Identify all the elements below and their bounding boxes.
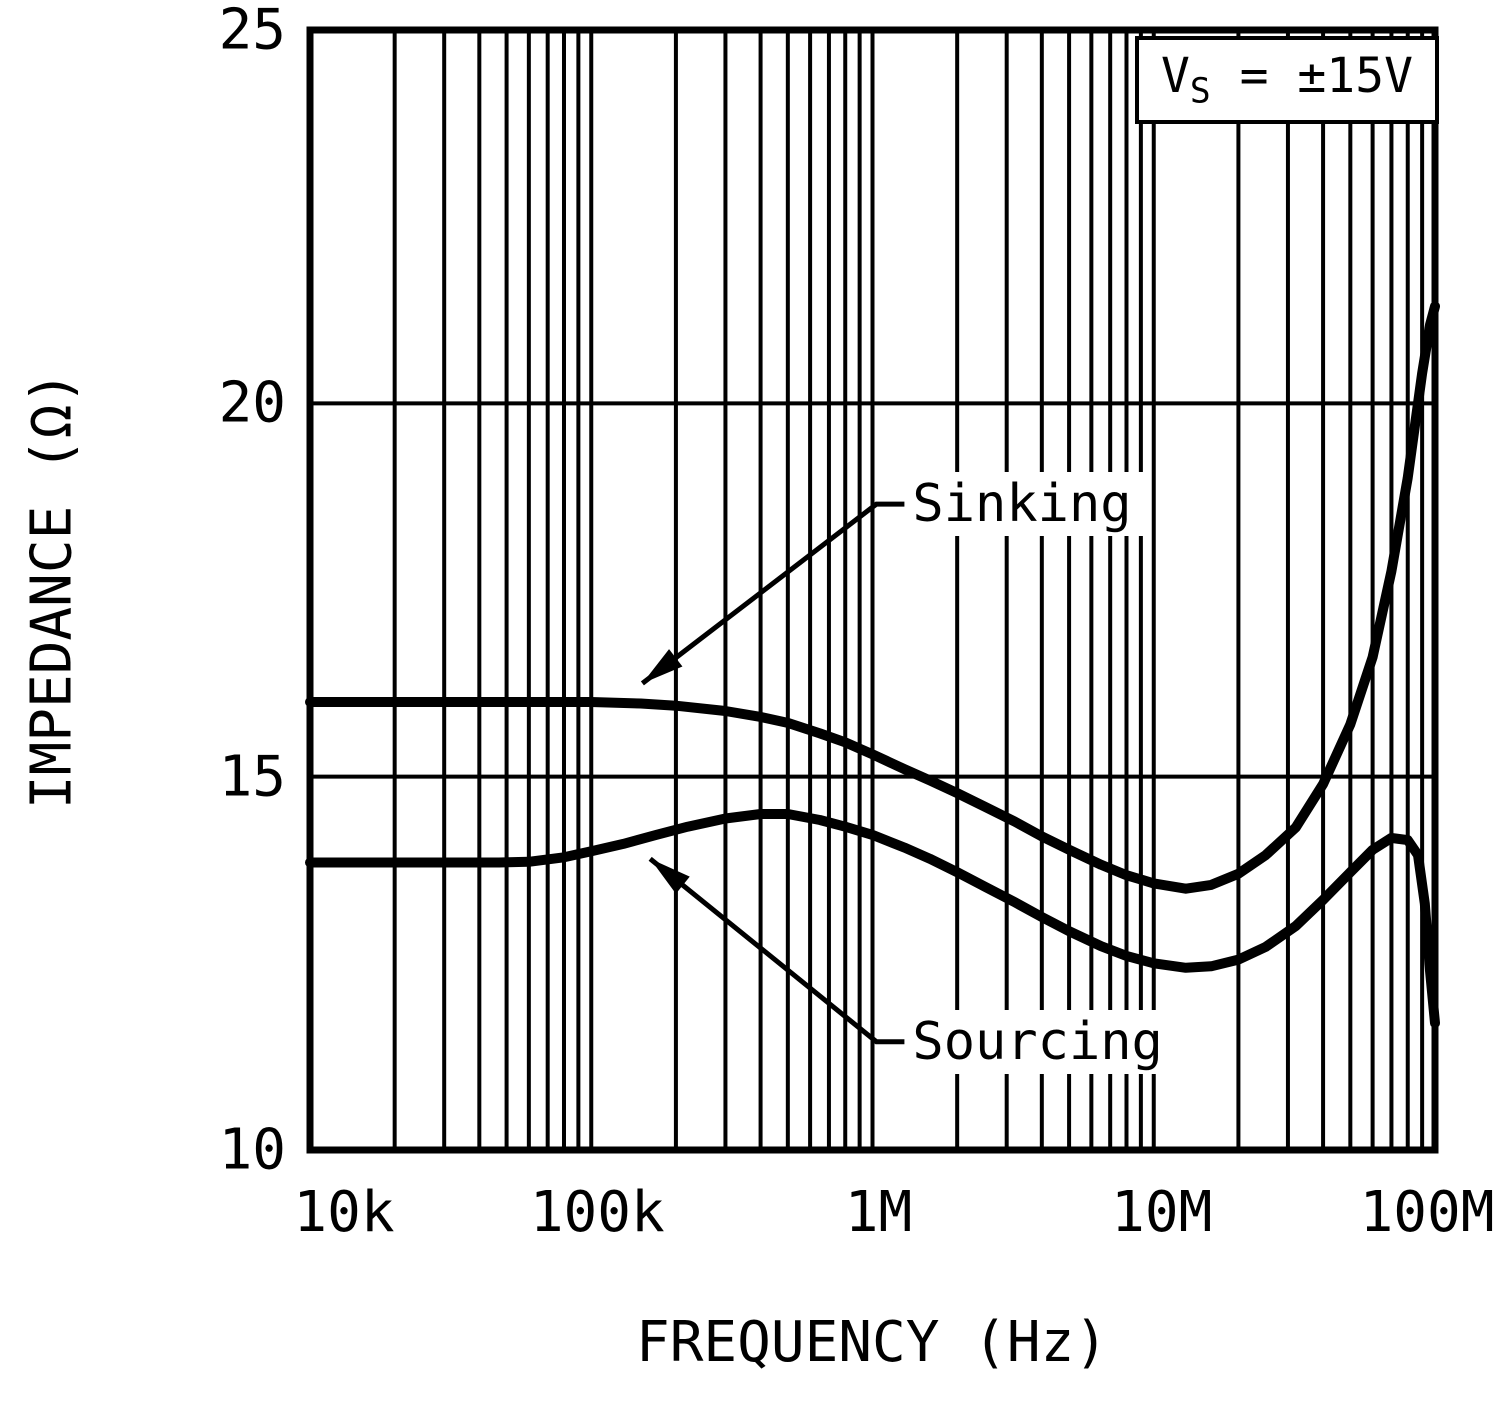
callout-arrow-sinking: [640, 501, 905, 686]
y-axis-title: IMPEDANCE (Ω): [19, 370, 85, 810]
annotation-prefix: V: [1160, 48, 1190, 104]
curve-sourcing: [305, 809, 1440, 1029]
annotation-subscript: S: [1189, 71, 1211, 112]
callout-arrow-sourcing: [648, 856, 905, 1045]
curve-label-sinking: Sinking: [906, 472, 1144, 537]
x-tick-label: 10k: [293, 1180, 395, 1245]
plot-border: [306, 26, 1439, 1154]
x-axis-title: FREQUENCY (Hz): [635, 1310, 1109, 1375]
curve-label-sourcing: Sourcing: [906, 1009, 1175, 1074]
x-tick-label: 10M: [1111, 1180, 1213, 1245]
y-tick-label: 25: [218, 0, 286, 63]
annotation-value: = ±15V: [1210, 48, 1413, 104]
curve-sinking: [305, 301, 1440, 894]
y-tick-label: 10: [218, 1117, 286, 1183]
arrowhead-sinking: [642, 649, 683, 684]
supply-voltage-annotation: VS = ±15V: [1134, 36, 1439, 124]
arrowhead-sourcing: [650, 858, 690, 894]
x-tick-label: 1M: [844, 1180, 913, 1245]
y-tick-label: 15: [218, 744, 286, 810]
x-tick-label: 100M: [1359, 1180, 1495, 1245]
x-tick-label: 100k: [529, 1180, 665, 1245]
y-tick-label: 20: [218, 370, 286, 436]
